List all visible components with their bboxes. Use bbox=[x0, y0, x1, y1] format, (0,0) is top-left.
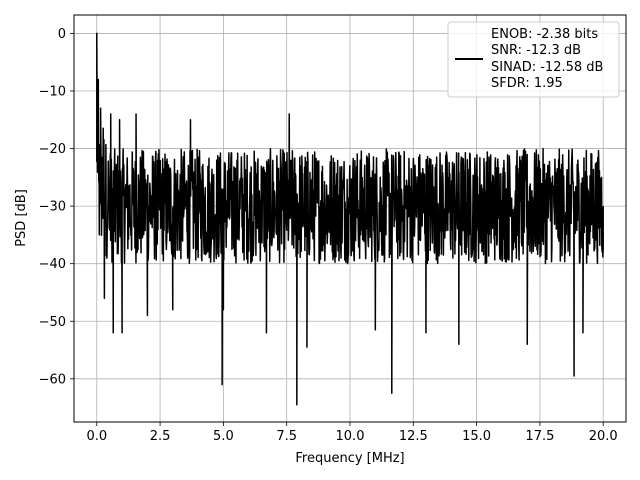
legend-text-enob: ENOB: -2.38 bits bbox=[491, 27, 598, 42]
legend-text-sinad: SINAD: -12.58 dB bbox=[491, 60, 603, 75]
x-tick-label: 7.5 bbox=[276, 429, 297, 444]
y-tick-label: 0 bbox=[58, 27, 66, 42]
x-tick-label: 10.0 bbox=[336, 429, 365, 444]
x-tick-label: 12.5 bbox=[399, 429, 428, 444]
x-tick-label: 5.0 bbox=[213, 429, 234, 444]
x-tick-label: 17.5 bbox=[525, 429, 554, 444]
x-tick-label: 0.0 bbox=[86, 429, 107, 444]
legend-text-sfdr: SFDR: 1.95 bbox=[491, 76, 563, 91]
y-axis-title: PSD [dB] bbox=[14, 189, 29, 247]
x-tick-label: 15.0 bbox=[462, 429, 491, 444]
y-tick-label: −40 bbox=[39, 257, 66, 272]
psd-series-line bbox=[96, 32, 604, 406]
y-tick-label: −60 bbox=[39, 372, 66, 387]
axis-ticks: 0.0 2.5 5.0 7.5 10.0 12.5 15.0 17.5 20.0 0 −10 −20 −… bbox=[39, 27, 618, 444]
x-tick-label: 2.5 bbox=[150, 429, 171, 444]
y-tick-label: −10 bbox=[39, 84, 66, 99]
y-tick-label: −20 bbox=[39, 142, 66, 157]
y-tick-label: −50 bbox=[39, 315, 66, 330]
legend: ENOB: -2.38 bits SNR: -12.3 dB SINAD: -1… bbox=[447, 21, 620, 98]
legend-box bbox=[447, 21, 620, 98]
y-tick-label: −30 bbox=[39, 200, 66, 215]
x-axis-title: Frequency [MHz] bbox=[295, 451, 404, 466]
legend-text-snr: SNR: -12.3 dB bbox=[491, 43, 581, 58]
series-layer bbox=[96, 32, 604, 406]
x-tick-label: 20.0 bbox=[589, 429, 618, 444]
